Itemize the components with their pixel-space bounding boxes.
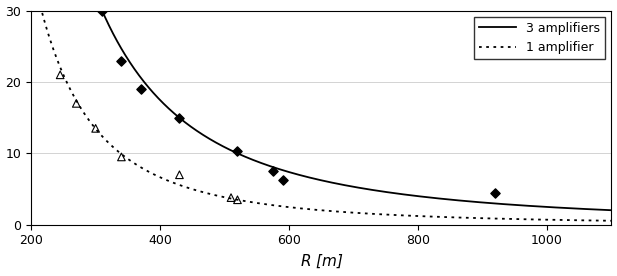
Point — [233, 198, 242, 202]
Line: 1 amplifier: 1 amplifier — [31, 0, 611, 221]
Line: 3 amplifiers: 3 amplifiers — [31, 0, 611, 210]
Point — [226, 195, 236, 200]
3 amplifiers — [491, 202, 498, 205]
Point — [117, 58, 126, 63]
Point — [233, 149, 242, 153]
Point — [72, 101, 81, 106]
1 amplifier — [480, 217, 487, 220]
3 amplifiers — [262, 163, 270, 166]
Point — [175, 172, 184, 177]
Point — [136, 87, 146, 91]
Point — [56, 73, 65, 77]
Point — [117, 155, 126, 159]
1 amplifier — [262, 203, 270, 206]
3 amplifiers — [283, 170, 291, 173]
3 amplifiers — [480, 201, 487, 204]
1 amplifier — [491, 217, 498, 220]
3 amplifiers — [426, 196, 433, 199]
Point — [268, 169, 278, 173]
Point — [278, 178, 288, 183]
1 amplifier — [283, 205, 291, 209]
Point — [175, 115, 184, 120]
1 amplifier — [608, 219, 615, 222]
Point — [97, 8, 107, 13]
3 amplifiers — [608, 209, 615, 212]
1 amplifier — [87, 120, 94, 124]
Point — [91, 126, 101, 131]
1 amplifier — [426, 215, 433, 218]
Legend: 3 amplifiers, 1 amplifier: 3 amplifiers, 1 amplifier — [474, 17, 605, 59]
Point — [491, 190, 500, 195]
X-axis label: $R$ [m]: $R$ [m] — [300, 253, 343, 270]
